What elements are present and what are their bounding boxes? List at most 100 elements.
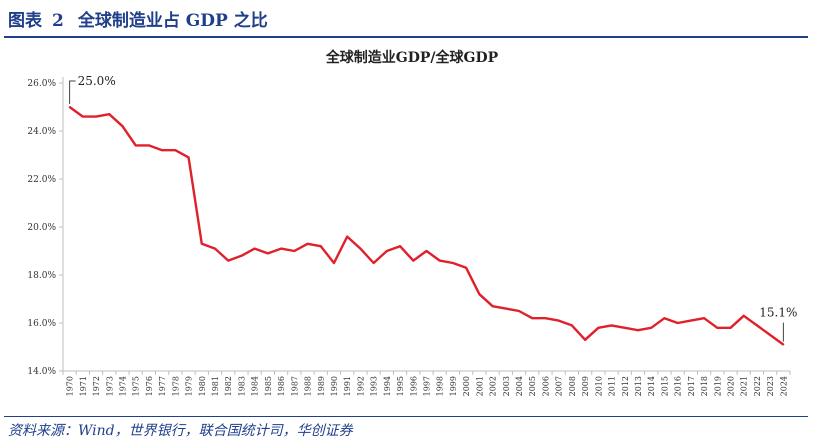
- line-chart: 全球制造业GDP/全球GDP 14.0% 16.0% 18.0% 20.0% 22.0%…: [27, 49, 797, 396]
- data-point: [478, 293, 481, 296]
- x-tick-label: 1997: [423, 376, 432, 396]
- data-point: [676, 322, 679, 324]
- data-point: [531, 317, 534, 320]
- data-point: [597, 326, 600, 329]
- x-tick-label: 2015: [660, 376, 669, 396]
- data-point: [187, 156, 190, 159]
- data-point: [95, 115, 97, 118]
- data-point: [518, 310, 520, 312]
- x-tick-label: 2001: [475, 376, 484, 396]
- x-tick-label: 1994: [383, 376, 392, 396]
- data-point: [504, 307, 507, 310]
- annotation-label-end: 15.1%: [759, 306, 797, 320]
- x-tick-label: 2012: [621, 376, 630, 396]
- data-point: [637, 329, 639, 332]
- source-note: 资料来源：Wind，世界银行，联合国统计司，华创证券: [8, 423, 353, 439]
- data-point: [623, 326, 626, 329]
- x-tick-label: 2017: [687, 376, 696, 396]
- data-point: [571, 324, 573, 327]
- x-tick-label: 2016: [674, 376, 683, 396]
- x-tick-label: 1990: [330, 376, 339, 396]
- x-tick-label: 1977: [158, 376, 167, 396]
- y-tick-label: 16.0%: [27, 319, 56, 329]
- data-point: [491, 305, 494, 308]
- data-point: [319, 245, 322, 248]
- x-tick-label: 1985: [264, 376, 273, 396]
- annotation-label-start: 25.0%: [78, 74, 116, 88]
- chart-area: 全球制造业GDP/全球GDP 14.0% 16.0% 18.0% 20.0% 22.0%…: [0, 38, 814, 414]
- x-tick-label: 1971: [79, 376, 88, 396]
- x-tick-label: 2023: [766, 376, 775, 396]
- x-tick-label: 1976: [145, 376, 154, 396]
- x-tick-label: 2014: [647, 376, 656, 396]
- x-tick-label: 2007: [555, 376, 564, 396]
- figure-label: 图表: [8, 11, 42, 31]
- data-point: [438, 259, 441, 262]
- x-tick-label: 2002: [489, 376, 498, 396]
- x-tick-label: 1981: [211, 376, 220, 396]
- x-tick-label: 1974: [118, 376, 127, 396]
- data-point: [716, 326, 719, 329]
- x-tick-label: 2005: [528, 376, 537, 396]
- data-point: [689, 319, 692, 322]
- data-point: [584, 338, 587, 341]
- data-point: [81, 115, 84, 118]
- data-point: [359, 247, 362, 250]
- x-tick-label: 1992: [356, 376, 365, 396]
- data-point: [729, 326, 732, 329]
- data-point: [121, 125, 124, 128]
- y-tick-label: 22.0%: [27, 175, 56, 185]
- data-point: [385, 250, 388, 252]
- x-tick-label: 1993: [370, 376, 379, 396]
- x-tick-label: 2006: [541, 376, 550, 396]
- data-point: [663, 317, 666, 320]
- data-point: [544, 317, 547, 320]
- x-tick-label: 2021: [740, 376, 749, 396]
- x-tick-label: 2000: [462, 376, 471, 396]
- x-tick-label: 1982: [224, 376, 233, 396]
- data-point: [306, 242, 309, 245]
- y-axis: 14.0% 16.0% 18.0% 20.0% 22.0% 24.0% 26.0%: [27, 77, 64, 377]
- data-point: [148, 144, 150, 147]
- x-tick-label: 2024: [779, 376, 788, 396]
- figure-header: 图表 2 全球制造业占 GDP 之比: [0, 0, 814, 38]
- y-tick-label: 14.0%: [27, 367, 56, 377]
- data-point: [782, 343, 785, 346]
- x-tick-label: 1987: [290, 376, 299, 396]
- data-point: [650, 326, 653, 329]
- x-tick-label: 1978: [171, 376, 180, 396]
- data-point: [557, 319, 560, 322]
- x-tick-label: 1998: [436, 376, 445, 396]
- data-point: [756, 324, 758, 327]
- data-point: [372, 262, 375, 264]
- data-point: [134, 144, 137, 147]
- series-group: [68, 106, 785, 346]
- x-tick-label: 1972: [92, 376, 101, 396]
- x-tick-label: 2003: [502, 376, 511, 396]
- x-tick-label: 2018: [700, 376, 709, 396]
- x-tick-label: 1970: [66, 376, 75, 396]
- x-tick-label: 2020: [727, 376, 736, 396]
- data-point: [610, 324, 613, 327]
- x-tick-label: 1991: [343, 376, 352, 396]
- data-point: [293, 250, 296, 252]
- figure-caption: 全球制造业占 GDP 之比: [77, 11, 268, 31]
- data-point: [346, 235, 349, 238]
- y-tick-label: 26.0%: [27, 79, 56, 89]
- x-axis: 1970 1971 1972 1973 1974 1975 1976 1977 1978 1979…: [62, 370, 791, 396]
- data-point: [399, 245, 401, 248]
- data-point: [452, 262, 454, 264]
- x-tick-label: 1975: [132, 376, 141, 396]
- y-tick-label: 20.0%: [27, 223, 56, 233]
- x-tick-label: 1999: [449, 376, 458, 396]
- figure-title: 图表 2 全球制造业占 GDP 之比: [8, 6, 268, 31]
- data-point: [703, 317, 705, 320]
- x-tick-label: 2004: [515, 376, 524, 396]
- data-point: [412, 259, 415, 262]
- data-point: [108, 113, 111, 116]
- x-tick-label: 1996: [409, 376, 418, 396]
- annotation-group: 25.0% 15.1%: [69, 74, 797, 342]
- data-point: [333, 262, 335, 264]
- data-point: [174, 149, 177, 152]
- x-tick-label: 1980: [198, 376, 207, 396]
